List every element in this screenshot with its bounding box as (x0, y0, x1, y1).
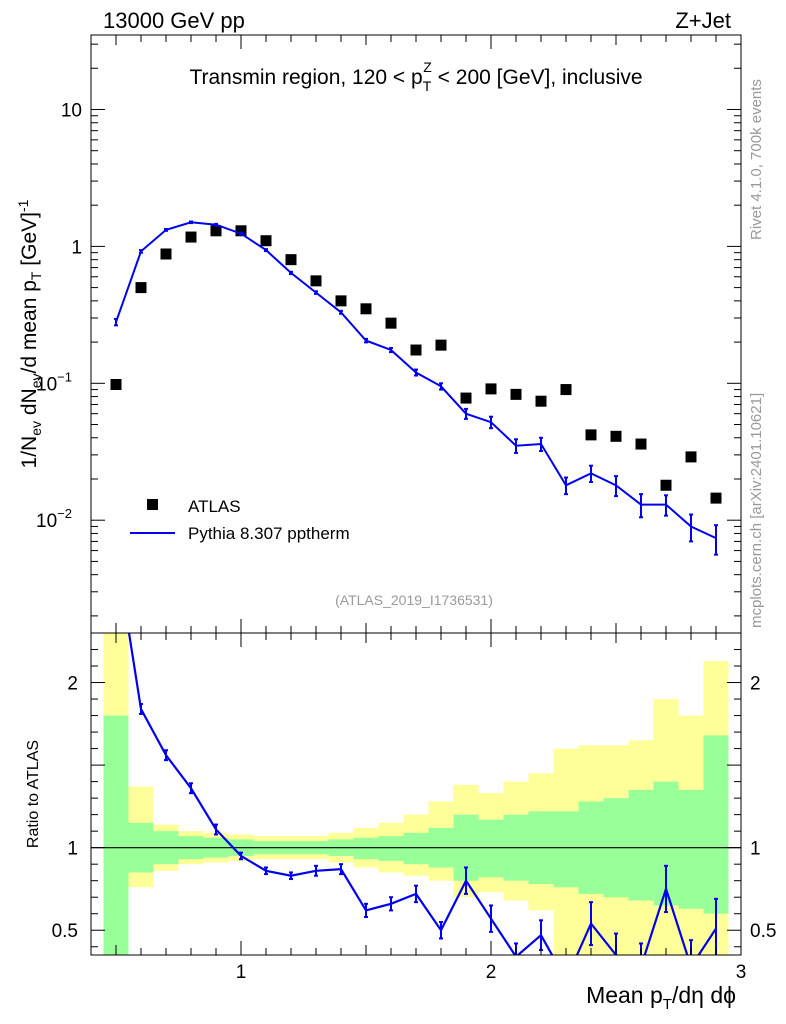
plot-title: Transmin region, 120 < pTZ < 200 [GeV], … (189, 59, 642, 94)
header-energy: 13000 GeV pp (103, 8, 245, 33)
uncertainty-band-inner (678, 789, 704, 909)
mcplots-label: mcplots.cern.ch [arXiv:2401.10621] (748, 393, 765, 628)
atlas-point (610, 430, 622, 442)
ratio-y-axis-label: Ratio to ATLAS (25, 740, 42, 848)
uncertainty-band-inner (628, 789, 654, 901)
y-tick-label: 10−2 (36, 506, 72, 532)
uncertainty-band-inner (553, 811, 579, 888)
rivet-version-label: Rivet 4.1.0, 700k events (748, 79, 765, 240)
ratio-y-tick-label-right: 0.5 (750, 921, 776, 942)
atlas-point (160, 248, 172, 260)
atlas-point (460, 392, 472, 404)
pythia-line (115, 221, 717, 540)
x-axis-label: Mean pT/dη dϕ (586, 982, 736, 1013)
atlas-point (185, 231, 197, 243)
atlas-point (410, 344, 422, 356)
main-plot-area (110, 220, 722, 556)
main-y-axis-label: 1/Nev dNev/d mean pT [GeV]-1 (15, 199, 44, 468)
atlas-point (685, 451, 697, 463)
uncertainty-band-inner (103, 715, 129, 955)
main-axis-ticks: 10−2 10−1 1 10 (36, 35, 742, 633)
legend-pythia-label: Pythia 8.307 pptherm (188, 524, 350, 543)
atlas-point (585, 429, 597, 441)
ratio-y-tick-label: 2 (67, 674, 78, 695)
main-panel: 10−2 10−1 1 10 Transmin region, 120 < pTZ <… (15, 34, 742, 634)
atlas-point (485, 383, 497, 395)
ratio-plot-area (91, 633, 741, 955)
atlas-point (335, 295, 347, 307)
uncertainty-band-inner (403, 832, 429, 865)
legend: ATLAS Pythia 8.307 pptherm (130, 497, 350, 543)
atlas-point (660, 479, 672, 491)
atlas-point (560, 384, 572, 396)
uncertainty-band-inner (353, 837, 379, 860)
atlas-point (385, 317, 397, 329)
atlas-point (260, 235, 272, 247)
header-process: Z+Jet (675, 8, 731, 33)
atlas-point (310, 275, 322, 287)
atlas-point (210, 225, 222, 237)
atlas-point (360, 303, 372, 315)
ratio-y-tick-label-right: 2 (750, 674, 761, 695)
ratio-y-tick-label-right: 1 (750, 839, 761, 860)
y-tick-label: 1 (71, 237, 82, 258)
ratio-y-tick-label: 1 (67, 839, 78, 860)
legend-atlas-label: ATLAS (188, 497, 241, 516)
atlas-point (710, 492, 722, 504)
uncertainty-band-inner (378, 836, 404, 861)
y-tick-label: 10 (61, 100, 82, 121)
uncertainty-band-inner (478, 819, 504, 878)
analysis-id: (ATLAS_2019_I1736531) (335, 592, 493, 608)
uncertainty-band-inner (703, 735, 729, 914)
atlas-point (110, 378, 122, 390)
legend-atlas-marker (147, 499, 158, 510)
y-tick-label: 10−1 (36, 369, 72, 395)
atlas-point (135, 282, 147, 294)
x-tick-label: 3 (736, 962, 747, 983)
atlas-point (285, 254, 297, 266)
atlas-point (510, 388, 522, 400)
ratio-y-tick-label: 0.5 (52, 921, 78, 942)
atlas-point (435, 339, 447, 351)
x-tick-label: 1 (236, 962, 247, 983)
x-tick-label: 2 (486, 962, 497, 983)
atlas-point (535, 395, 547, 407)
ratio-panel: 0.5 0.5 1 1 2 2 1 2 3 Ratio to ATLAS Mean pT/dη … (25, 632, 776, 1013)
main-panel-frame (90, 34, 742, 634)
atlas-point (635, 438, 647, 450)
ratio-axis-ticks: 0.5 0.5 1 1 2 2 1 2 3 (52, 632, 776, 983)
atlas-point (235, 225, 247, 237)
